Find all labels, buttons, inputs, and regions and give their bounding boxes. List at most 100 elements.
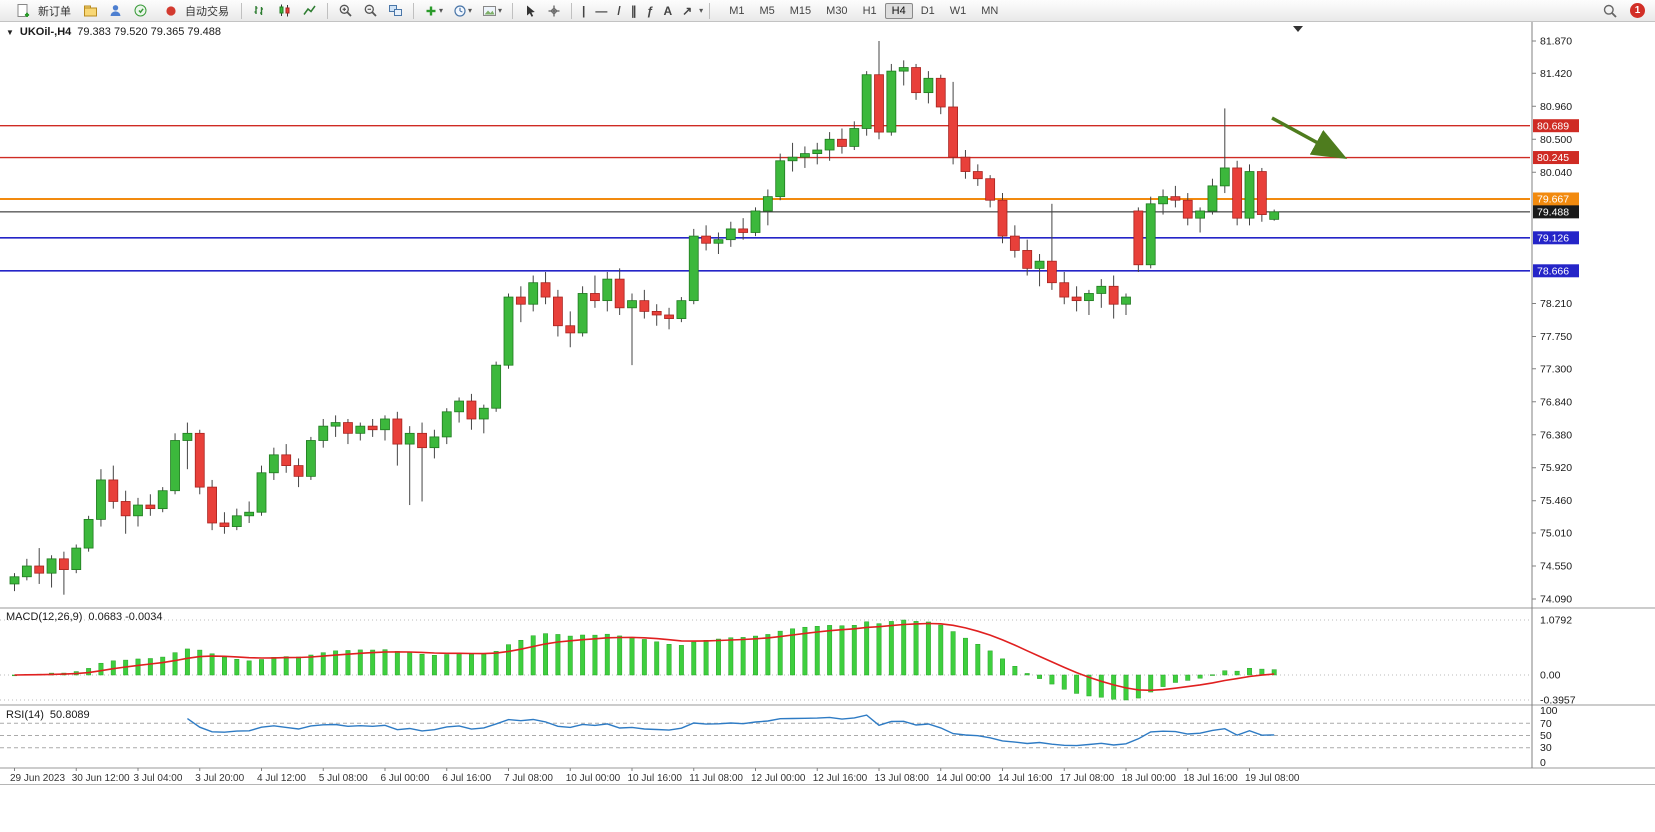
time-axis-label: 6 Jul 16:00: [442, 773, 491, 784]
time-axis-label: 12 Jul 16:00: [813, 773, 868, 784]
candle-body: [305, 440, 316, 477]
macd-histogram-bar: [1111, 674, 1117, 700]
market-watch-icon[interactable]: [104, 1, 127, 20]
timeframe-button-h4[interactable]: H4: [884, 2, 913, 19]
price-axis-tick: 81.870: [1540, 36, 1572, 48]
macd-histogram-bar: [777, 630, 783, 676]
macd-histogram-bar: [938, 624, 944, 676]
candle-body: [71, 547, 82, 570]
candle-body: [34, 565, 45, 574]
candle-body: [293, 465, 304, 477]
candle-body: [231, 515, 242, 527]
macd-histogram-bar: [246, 660, 252, 676]
text-tool-icon[interactable]: A: [663, 3, 673, 18]
rsi-axis-label: 100: [1540, 705, 1558, 717]
macd-histogram-bar: [271, 657, 277, 676]
timeframe-button-m5[interactable]: M5: [759, 4, 775, 17]
fibonacci-tool-icon[interactable]: ƒ: [646, 3, 654, 18]
horizontal-line-tool-icon[interactable]: —: [595, 3, 608, 18]
macd-histogram-bar: [1222, 670, 1228, 676]
toolbar-separator: [327, 2, 328, 19]
arrows-tool-icon[interactable]: ↗: [682, 3, 693, 18]
macd-histogram-bar: [456, 653, 462, 676]
channel-tool-icon[interactable]: ∥: [630, 3, 637, 18]
macd-histogram-bar: [1024, 673, 1030, 676]
candle-body: [898, 67, 909, 72]
drawing-tools-caret-icon[interactable]: ▾: [699, 6, 704, 15]
macd-histogram-bar: [234, 659, 240, 676]
candle-body: [824, 138, 835, 151]
candle-body: [948, 106, 958, 158]
annotation-arrow[interactable]: [1271, 116, 1348, 160]
candle-body: [676, 300, 687, 319]
candle-body: [21, 565, 32, 578]
timeframe-button-h1[interactable]: H1: [862, 4, 877, 17]
timeframe-button-m15[interactable]: M15: [789, 4, 812, 17]
candle-body: [1182, 199, 1193, 219]
price-badge-text: 79.126: [1537, 233, 1569, 245]
macd-histogram-bar: [506, 644, 511, 676]
timeframe-button-m1[interactable]: M1: [729, 4, 745, 17]
chart-profiles-icon[interactable]: [79, 1, 102, 20]
time-axis-label: 14 Jul 16:00: [998, 773, 1053, 784]
price-badge-text: 80.245: [1537, 152, 1569, 164]
candle-body: [454, 400, 465, 413]
vertical-line-tool-icon[interactable]: |: [582, 3, 586, 18]
candle-body: [997, 199, 1008, 237]
line-chart-icon[interactable]: [298, 1, 321, 20]
periods-clock-icon[interactable]: ▾: [449, 2, 476, 20]
macd-histogram-bar: [209, 653, 215, 676]
macd-histogram-bar: [296, 656, 302, 676]
timeframe-button-d1[interactable]: D1: [920, 4, 935, 17]
timeframe-button-w1[interactable]: W1: [949, 4, 967, 17]
macd-histogram-bar: [1037, 674, 1042, 679]
candle-body: [133, 504, 143, 517]
macd-histogram-bar: [975, 643, 981, 676]
scroll-to-end-marker-icon[interactable]: [1293, 26, 1303, 32]
candlestick-chart-icon[interactable]: [273, 1, 296, 20]
candle-body: [602, 278, 613, 302]
time-axis-label: 18 Jul 16:00: [1183, 773, 1238, 784]
macd-histogram-bar: [925, 621, 931, 676]
price-axis-tick: 80.040: [1540, 167, 1572, 179]
macd-axis-label: 1.0792: [1540, 615, 1572, 627]
new-order-icon: [12, 1, 35, 20]
candlestick-chart[interactable]: 81.870 81.420 80.960 80.500 80.040 78.210 77.7…: [0, 22, 1655, 785]
macd-histogram-bar: [1012, 666, 1018, 676]
timeframe-button-mn[interactable]: MN: [981, 4, 999, 17]
strategy-tester-icon[interactable]: [129, 1, 152, 20]
candle-body: [1145, 203, 1156, 266]
time-axis-label: 29 Jun 2023: [10, 773, 65, 784]
macd-histogram-bar: [716, 638, 721, 676]
candle-body: [861, 74, 872, 129]
autotrading-button[interactable]: 自动交易: [154, 0, 235, 22]
toolbar-separator: [413, 2, 414, 19]
candle-body: [268, 454, 279, 474]
price-axis-tick: 77.750: [1540, 331, 1572, 343]
price-axis-tick: 76.380: [1540, 429, 1572, 441]
macd-histogram-bar: [1061, 674, 1067, 690]
macd-histogram-bar: [703, 640, 709, 676]
search-icon[interactable]: [1598, 1, 1622, 21]
macd-histogram-bar: [580, 634, 586, 676]
crosshair-icon[interactable]: [543, 2, 565, 20]
macd-histogram-bar: [666, 644, 672, 676]
templates-icon[interactable]: ▾: [478, 2, 506, 20]
notification-badge[interactable]: 1: [1630, 3, 1645, 18]
zoom-in-icon[interactable]: [334, 1, 357, 20]
price-axis-tick: 80.500: [1540, 134, 1572, 146]
add-indicator-icon[interactable]: ▾: [420, 2, 447, 20]
macd-histogram-bar: [876, 623, 882, 676]
trendline-tool-icon[interactable]: /: [617, 3, 621, 18]
candle-body: [417, 432, 427, 449]
cursor-icon[interactable]: [519, 2, 541, 20]
macd-histogram-bar: [839, 625, 845, 676]
candle-body: [1047, 260, 1057, 284]
tile-windows-icon[interactable]: [384, 1, 407, 20]
candle-body: [590, 293, 600, 302]
timeframe-button-m30[interactable]: M30: [826, 4, 848, 17]
zoom-out-icon[interactable]: [359, 1, 382, 20]
symbol-dropdown-icon[interactable]: ▼: [6, 27, 14, 37]
new-order-button[interactable]: 新订单: [6, 0, 77, 22]
bar-chart-icon[interactable]: [248, 1, 271, 20]
